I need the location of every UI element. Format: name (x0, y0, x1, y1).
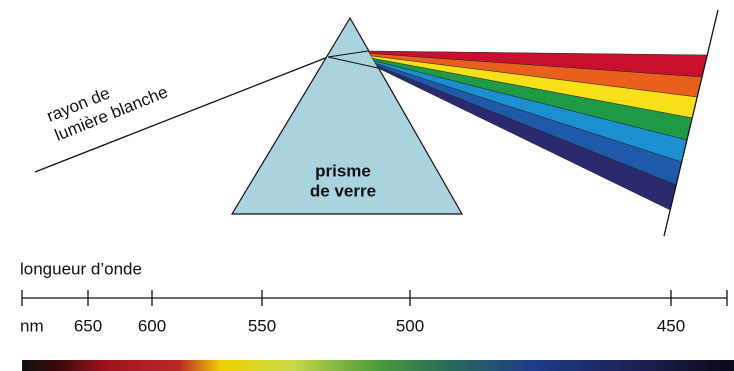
scale-title: longueur d’onde (20, 259, 142, 278)
prism-label: prisme (315, 161, 371, 180)
scale-tick-label: 550 (248, 316, 276, 335)
page: {"ray_label": {"line1": "rayon de", "lin… (0, 0, 734, 371)
scale-tick-label: 500 (396, 316, 424, 335)
unit-label: nm (20, 316, 44, 335)
scale-tick-label: 450 (657, 316, 685, 335)
prism-label: de verre (310, 181, 376, 200)
scale-tick-label: 650 (74, 316, 102, 335)
diagram: rayon de lumière blanche prisme de verre… (0, 0, 734, 371)
spectrum-bar (22, 360, 734, 371)
scale-tick-label: 600 (138, 316, 166, 335)
